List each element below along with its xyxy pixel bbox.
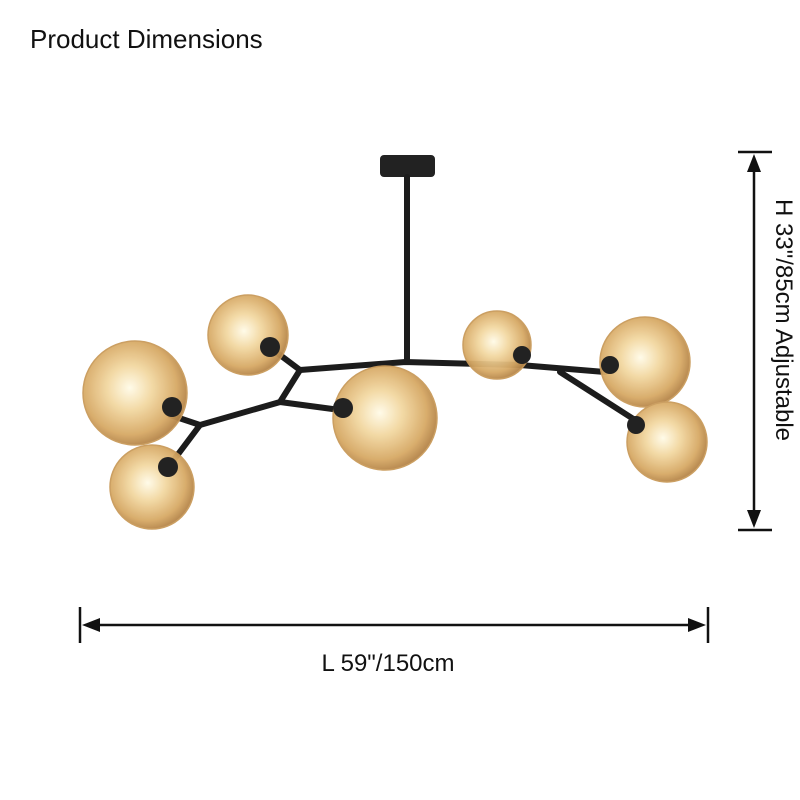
- socket: [260, 337, 280, 357]
- length-dimension: [78, 607, 710, 643]
- globe: [332, 365, 438, 471]
- height-label: H 33"/85cm Adjustable: [770, 199, 797, 441]
- arm: [297, 358, 608, 375]
- arrow-head: [688, 618, 706, 632]
- title: Product Dimensions: [30, 24, 263, 54]
- globe: [599, 316, 691, 408]
- socket: [333, 398, 353, 418]
- socket: [513, 346, 531, 364]
- arm: [277, 399, 343, 413]
- canopy: [380, 155, 435, 177]
- sockets: [158, 337, 645, 477]
- socket: [627, 416, 645, 434]
- globe: [626, 401, 708, 483]
- globe: [207, 294, 289, 376]
- arm: [557, 369, 638, 423]
- globe: [462, 310, 532, 380]
- arm: [167, 367, 303, 429]
- height-dimension: [738, 150, 772, 532]
- socket: [162, 397, 182, 417]
- socket: [158, 457, 178, 477]
- globe: [109, 444, 195, 530]
- arrow-head: [747, 154, 761, 172]
- arrow-head: [747, 510, 761, 528]
- length-label: L 59"/150cm: [321, 650, 454, 677]
- globes: [82, 294, 708, 530]
- socket: [601, 356, 619, 374]
- globe: [82, 340, 188, 446]
- arrow-head: [82, 618, 100, 632]
